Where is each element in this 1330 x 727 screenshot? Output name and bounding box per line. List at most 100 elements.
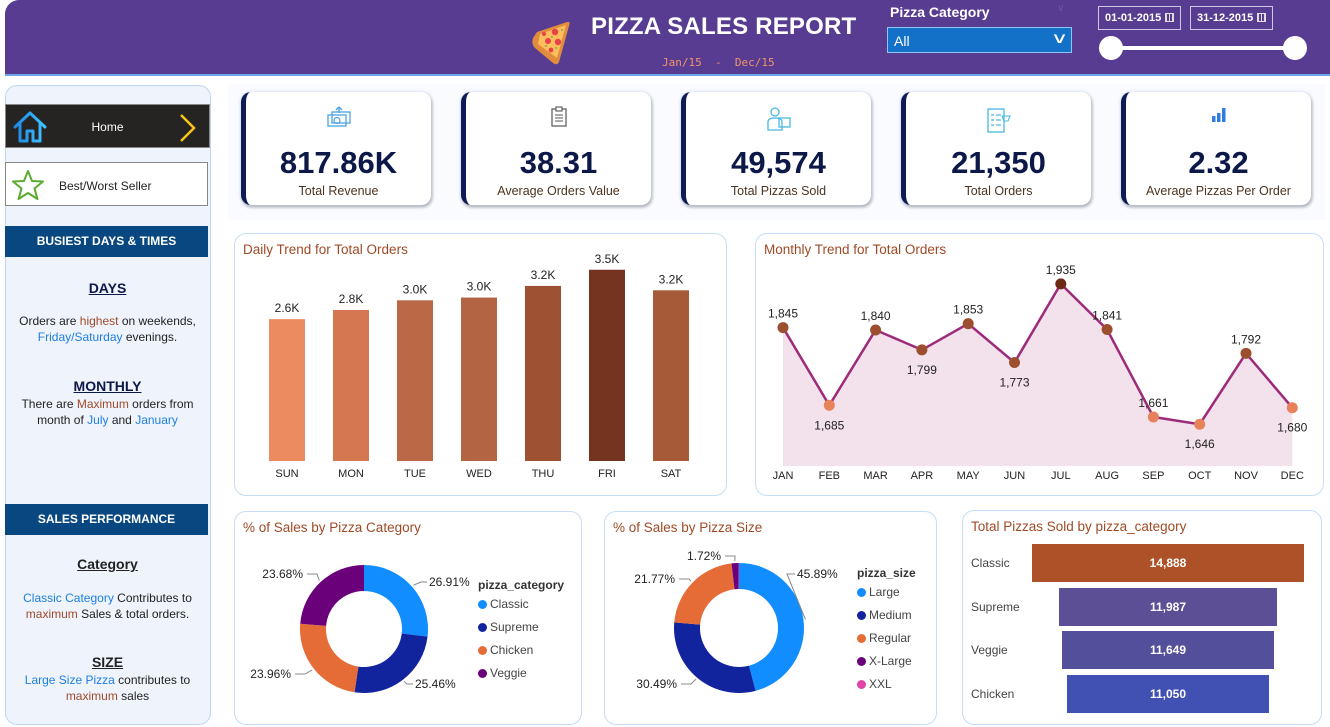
legend-label: Large bbox=[869, 585, 900, 599]
data-point-aug bbox=[1101, 324, 1113, 336]
days-insight: Orders are highest on weekends, Friday/S… bbox=[10, 313, 205, 345]
legend-dot-icon bbox=[857, 680, 866, 689]
legend-item-large[interactable]: Large bbox=[857, 585, 900, 599]
legend-item-regular[interactable]: Regular bbox=[857, 631, 911, 645]
category-donut-chart: 26.91% 25.46% 23.96% 23.68% bbox=[250, 565, 470, 693]
data-label: 1,935 bbox=[1046, 263, 1076, 277]
bar-fri bbox=[589, 269, 625, 461]
slice-veggie bbox=[300, 565, 364, 626]
kpi-total-pizzas-sold: 49,574 Total Pizzas Sold bbox=[681, 92, 871, 205]
insight-text-segment: Orders are bbox=[19, 314, 80, 328]
x-tick-label: DEC bbox=[1281, 470, 1304, 482]
leader-line bbox=[295, 669, 313, 675]
pizzas-sold-by-category-card: Total Pizzas Sold by pizza_category Clas… bbox=[962, 510, 1322, 725]
nav-home-label: Home bbox=[91, 120, 124, 134]
data-label: 1,853 bbox=[953, 303, 983, 317]
slider-start-handle[interactable] bbox=[1099, 36, 1123, 60]
legend-dot-icon bbox=[857, 611, 866, 620]
monthly-heading: MONTHLY bbox=[73, 378, 142, 394]
filter-expand-icon[interactable]: ∨ bbox=[1057, 3, 1065, 14]
nav-best-worst-seller-button[interactable]: Best/Worst Seller bbox=[5, 162, 208, 206]
data-label: 1,840 bbox=[861, 309, 891, 323]
insight-text-segment: Classic Category bbox=[23, 591, 114, 605]
kpi-value: 817.86K bbox=[279, 145, 398, 180]
legend-item-chicken[interactable]: Chicken bbox=[478, 643, 533, 657]
legend-dot-icon bbox=[478, 623, 487, 632]
data-point-may bbox=[962, 318, 974, 330]
insight-text-segment: Friday/Saturday bbox=[37, 330, 123, 344]
bar-tue bbox=[397, 300, 433, 461]
legend-item-x-large[interactable]: X-Large bbox=[857, 654, 912, 668]
data-label: 3.0K bbox=[467, 280, 492, 294]
legend-label: Chicken bbox=[490, 643, 534, 657]
kpi-label: Average Pizzas Per Order bbox=[1146, 184, 1291, 198]
slice-label: 26.91% bbox=[429, 575, 470, 589]
x-tick-label: NOV bbox=[1234, 470, 1259, 482]
pizza-icon bbox=[532, 21, 570, 65]
insight-text-segment: January bbox=[135, 413, 178, 427]
leader-line bbox=[403, 681, 413, 685]
kpi-label: Average Orders Value bbox=[497, 184, 620, 198]
insight-text-segment: There are bbox=[21, 397, 77, 411]
funnel-category-label: Chicken bbox=[971, 686, 1015, 701]
x-tick-label: TUE bbox=[404, 468, 426, 480]
data-point-apr bbox=[916, 344, 928, 356]
funnel-category-label: Supreme bbox=[971, 599, 1020, 614]
bar-thu bbox=[525, 285, 561, 461]
start-date-value: 01-01-2015 bbox=[1105, 12, 1162, 24]
insight-text-segment: July bbox=[87, 413, 109, 427]
slider-end-handle[interactable] bbox=[1283, 36, 1307, 60]
daily-trend-card: Daily Trend for Total Orders 2.6K SUN 2.8K… bbox=[234, 233, 727, 496]
data-label: 1,646 bbox=[1185, 437, 1215, 451]
legend-item-xxl[interactable]: XXL bbox=[857, 677, 892, 691]
kpi-total-revenue: 817.86K Total Revenue bbox=[241, 92, 431, 205]
legend-dot-icon bbox=[478, 669, 487, 678]
header-bar: PIZZA SALES REPORT Jan/15 - Dec/15 Pizza… bbox=[5, 0, 1330, 76]
calendar-icon[interactable] bbox=[1257, 13, 1267, 22]
nav-best-worst-label: Best/Worst Seller bbox=[59, 179, 152, 193]
slice-medium bbox=[674, 622, 756, 693]
calendar-icon[interactable] bbox=[1165, 13, 1175, 22]
pizza-category-dropdown[interactable]: All ∨ bbox=[887, 27, 1072, 53]
kpi-value: 2.32 bbox=[1188, 145, 1249, 180]
bar-sat bbox=[653, 290, 689, 461]
slice-regular bbox=[674, 563, 735, 625]
slice-label: 23.96% bbox=[250, 667, 291, 681]
kpi-value: 38.31 bbox=[519, 145, 598, 180]
data-point-jul bbox=[1055, 278, 1067, 290]
kpi-label: Total Orders bbox=[964, 184, 1033, 198]
sales-performance-heading: SALES PERFORMANCE bbox=[5, 504, 208, 535]
data-label: 3.5K bbox=[595, 252, 620, 266]
legend-label: Medium bbox=[869, 608, 912, 622]
sales-by-size-card: % of Sales by Pizza Size 45.89% 30.49% 21.… bbox=[604, 511, 937, 725]
nav-home-button[interactable]: Home bbox=[5, 104, 210, 148]
data-point-jun bbox=[1009, 357, 1020, 369]
data-label: 1,799 bbox=[907, 363, 937, 377]
x-tick-label: MON bbox=[338, 468, 364, 480]
legend-dot-icon bbox=[478, 646, 487, 655]
data-label: 2.6K bbox=[275, 301, 300, 315]
slice-chicken bbox=[300, 623, 359, 693]
data-point-oct bbox=[1194, 418, 1206, 430]
chart-title: Daily Trend for Total Orders bbox=[243, 242, 408, 257]
leader-line bbox=[413, 581, 427, 586]
data-label: 3.0K bbox=[403, 282, 428, 296]
chart-title: % of Sales by Pizza Category bbox=[243, 520, 421, 535]
legend-item-medium[interactable]: Medium bbox=[857, 608, 912, 622]
legend-item-veggie[interactable]: Veggie bbox=[478, 666, 527, 680]
home-icon bbox=[13, 111, 47, 143]
chevron-down-icon: ∨ bbox=[1050, 30, 1069, 47]
legend-item-supreme[interactable]: Supreme bbox=[478, 620, 539, 634]
x-tick-label: MAY bbox=[957, 470, 981, 482]
monthly-trend-card: Monthly Trend for Total Orders 1,845 JAN 1… bbox=[755, 233, 1324, 496]
end-date-input[interactable]: 31-12-2015 bbox=[1190, 6, 1274, 30]
x-tick-label: JAN bbox=[773, 470, 794, 482]
x-tick-label: APR bbox=[911, 470, 934, 482]
slice-label: 21.77% bbox=[634, 572, 675, 586]
category-insight: Classic Category Contributes to maximum … bbox=[10, 590, 205, 622]
legend-item-classic[interactable]: Classic bbox=[478, 597, 529, 611]
start-date-input[interactable]: 01-01-2015 bbox=[1098, 6, 1182, 30]
date-range-slider[interactable] bbox=[1115, 46, 1300, 50]
legend-dot-icon bbox=[478, 600, 487, 609]
slice-supreme bbox=[354, 633, 428, 693]
